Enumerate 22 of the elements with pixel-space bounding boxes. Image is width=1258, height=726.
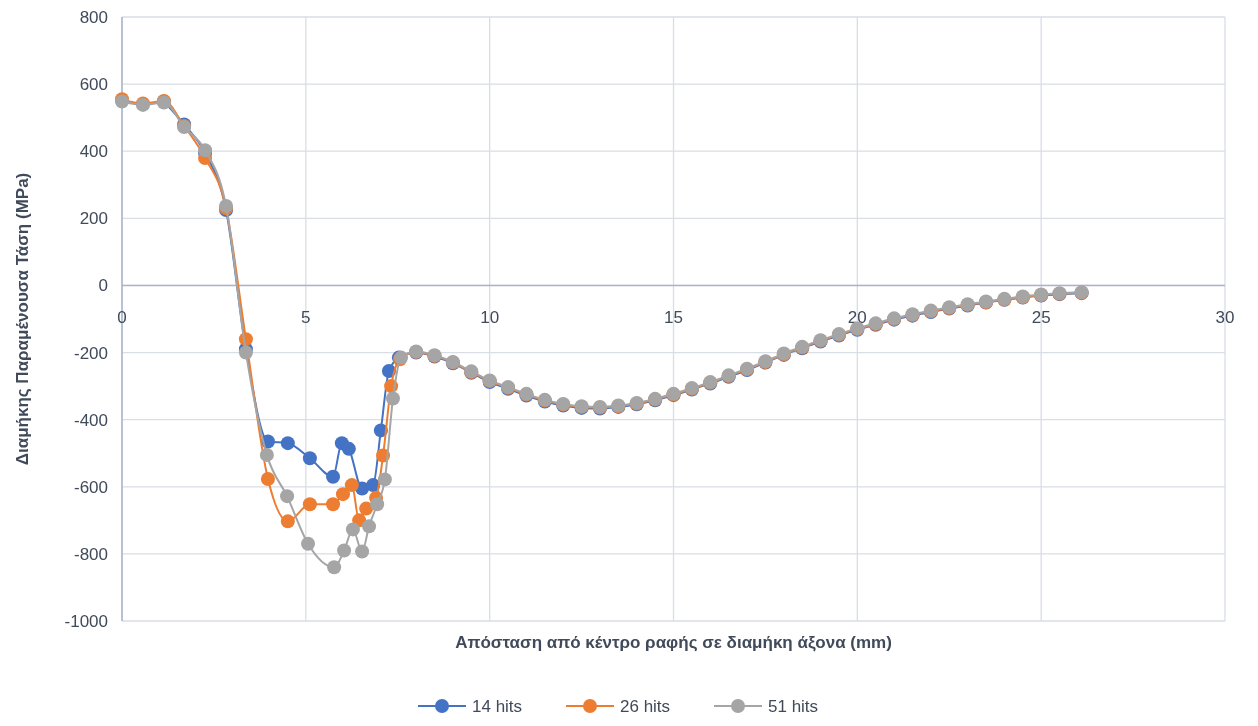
x-tick-label: 10 (480, 308, 500, 328)
x-tick-label: 5 (301, 308, 311, 328)
y-tick-label: -600 (73, 477, 108, 497)
y-tick-label: 400 (79, 142, 108, 162)
y-tick-label: 200 (79, 209, 108, 229)
x-tick-label: 20 (847, 308, 867, 328)
y-axis-title: Διαμήκης Παραμένουσα Τάση (MPa) (13, 172, 32, 466)
x-axis-title: Απόσταση από κέντρο ραφής σε διαμήκη άξονα (mm) (455, 633, 892, 652)
y-tick-label: -400 (73, 410, 108, 430)
y-tick-label: 600 (79, 75, 108, 95)
y-tick-label: 800 (79, 8, 108, 27)
legend-label: 14 hits (472, 697, 523, 716)
y-tick-label: 0 (98, 276, 108, 296)
x-tick-label: 25 (1031, 308, 1051, 328)
x-tick-label: 15 (664, 308, 683, 328)
y-tick-label: -200 (73, 343, 108, 363)
legend-label: 26 hits (620, 697, 671, 716)
x-tick-label: 30 (1215, 308, 1235, 328)
y-tick-label: -800 (73, 544, 108, 564)
legend-label: 51 hits (768, 697, 819, 716)
y-tick-label: -1000 (64, 612, 108, 631)
x-tick-label: 0 (117, 308, 127, 328)
